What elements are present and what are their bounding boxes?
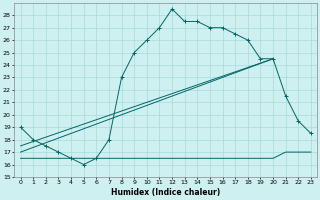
X-axis label: Humidex (Indice chaleur): Humidex (Indice chaleur) (111, 188, 220, 197)
